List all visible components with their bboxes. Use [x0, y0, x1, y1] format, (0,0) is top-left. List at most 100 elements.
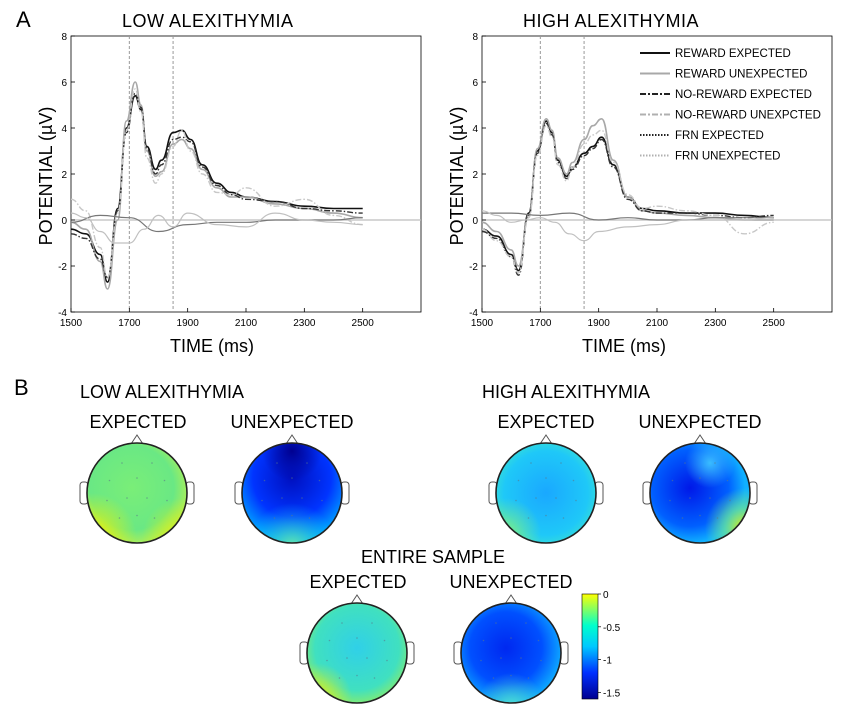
scalp-map-overlay: [461, 603, 561, 703]
electrode-dot: [153, 517, 156, 519]
electrode-dot: [689, 497, 691, 499]
electrode-dot: [108, 479, 111, 482]
erp-chart-high: HIGH ALEXITHYMIA POTENTIAL (µV) TIME (ms…: [447, 11, 833, 356]
electrode-dot: [326, 659, 328, 662]
scalp-map-low-expected: [79, 434, 195, 544]
chart-low-title: LOW ALEXITHYMIA: [122, 11, 294, 31]
electrode-dot: [261, 499, 263, 502]
colorbar-tick-label: -0.5: [603, 623, 621, 634]
head-outline: [306, 602, 408, 704]
colorbar-tick-label: 0: [603, 590, 609, 601]
nose: [693, 434, 707, 445]
electrode-dot: [729, 499, 731, 502]
legend-label-reward-expected: REWARD EXPECTED: [675, 48, 791, 60]
low-expected-label: EXPECTED: [89, 412, 186, 432]
electrode-dot: [356, 637, 358, 639]
electrode-dot: [346, 657, 348, 659]
electrode-dot: [121, 462, 123, 464]
colorbar-gradient: [581, 593, 599, 700]
colorbar: 0 -0.5 -1 -1.5: [581, 590, 621, 700]
electrode-dot: [726, 479, 729, 482]
electrode-dot: [530, 462, 532, 464]
electrode-dot: [575, 499, 577, 502]
x-tick-label: 1900: [177, 318, 200, 329]
x-tick-label: 1700: [529, 318, 552, 329]
electrode-dot: [669, 499, 671, 502]
legend-label-frn-expected: FRN EXPECTED: [675, 130, 764, 142]
electrode-dot: [671, 479, 674, 482]
series-frn-expected: [482, 212, 774, 221]
chart-high-title: HIGH ALEXITHYMIA: [523, 11, 699, 31]
head-outline: [495, 442, 597, 544]
x-tick-label: 2500: [763, 318, 786, 329]
scalp-map-low-unexpected: [234, 434, 350, 544]
y-tick-label: 8: [61, 32, 67, 43]
electrode-dot: [371, 622, 373, 624]
low-maps-title: LOW ALEXITHYMIA: [80, 382, 244, 402]
colorbar-tick-label: -1.5: [603, 688, 621, 699]
y-tick-label: -2: [58, 262, 67, 273]
electrode-dot: [281, 497, 283, 499]
electrode-dot: [136, 514, 138, 517]
legend-label-no-reward-unexpected: NO-REWARD UNEXPCTED: [675, 110, 821, 122]
x-tick-label: 1900: [588, 318, 611, 329]
electrode-dot: [291, 477, 293, 479]
scalp-map-overlay: [650, 443, 750, 543]
electrode-dot: [126, 497, 128, 499]
y-tick-label: 2: [472, 170, 478, 181]
series-no-reward-expected: [70, 92, 363, 279]
y-tick-label: 4: [472, 124, 478, 135]
electrode-dot: [535, 497, 537, 499]
nose: [350, 594, 364, 605]
head-outline: [86, 442, 188, 544]
x-tick-label: 2100: [646, 318, 669, 329]
electrode-dot: [716, 517, 719, 519]
electrode-dot: [291, 514, 293, 517]
electrode-dot: [301, 497, 303, 499]
electrode-dot: [118, 517, 121, 519]
y-tick-label: 8: [472, 32, 478, 43]
high-unexpected-label: UNEXPECTED: [638, 412, 761, 432]
scalp-map-entire-unexpected: [453, 594, 569, 704]
head-outline: [649, 442, 751, 544]
electrode-dot: [341, 622, 343, 624]
chart-high-xlabel: TIME (ms): [582, 336, 666, 356]
electrode-dot: [709, 497, 711, 499]
series-reward-expected: [481, 120, 774, 272]
entire-expected-label: EXPECTED: [309, 572, 406, 592]
electrode-dot: [146, 497, 148, 499]
panel-letter-a: A: [16, 7, 31, 32]
y-tick-label: -4: [469, 308, 478, 319]
x-tick-label: 2500: [352, 318, 375, 329]
electrode-dot: [495, 622, 497, 624]
electrode-dot: [572, 479, 575, 482]
scalp-map-entire-expected: [299, 594, 415, 704]
colorbar-tick-label: -1: [603, 656, 612, 667]
electrode-dot: [540, 659, 542, 662]
electrode-dot: [276, 462, 278, 464]
nose: [539, 434, 553, 445]
electrode-dot: [328, 639, 331, 642]
electrode-dot: [106, 499, 108, 502]
electrode-dot: [338, 677, 341, 679]
head-outline: [460, 602, 562, 704]
low-unexpected-label: UNEXPECTED: [230, 412, 353, 432]
electrode-dot: [136, 477, 138, 479]
electrode-dot: [263, 479, 266, 482]
electrode-dot: [373, 677, 376, 679]
y-tick-label: 6: [472, 78, 478, 89]
legend-label-no-reward-expected: NO-REWARD EXPECTED: [675, 89, 812, 101]
electrode-dot: [684, 462, 686, 464]
electrode-dot: [714, 462, 716, 464]
x-tick-label: 2300: [293, 318, 316, 329]
y-tick-label: 0: [472, 216, 478, 227]
y-tick-label: 2: [61, 170, 67, 181]
electrode-dot: [356, 674, 358, 677]
x-tick-label: 2100: [235, 318, 258, 329]
nose: [285, 434, 299, 445]
scalp-map-high-expected: [488, 434, 604, 544]
erp-chart-low: LOW ALEXITHYMIA POTENTIAL (µV) TIME (ms)…: [36, 11, 422, 356]
scalp-map-overlay: [87, 443, 187, 543]
electrode-dot: [527, 517, 530, 519]
